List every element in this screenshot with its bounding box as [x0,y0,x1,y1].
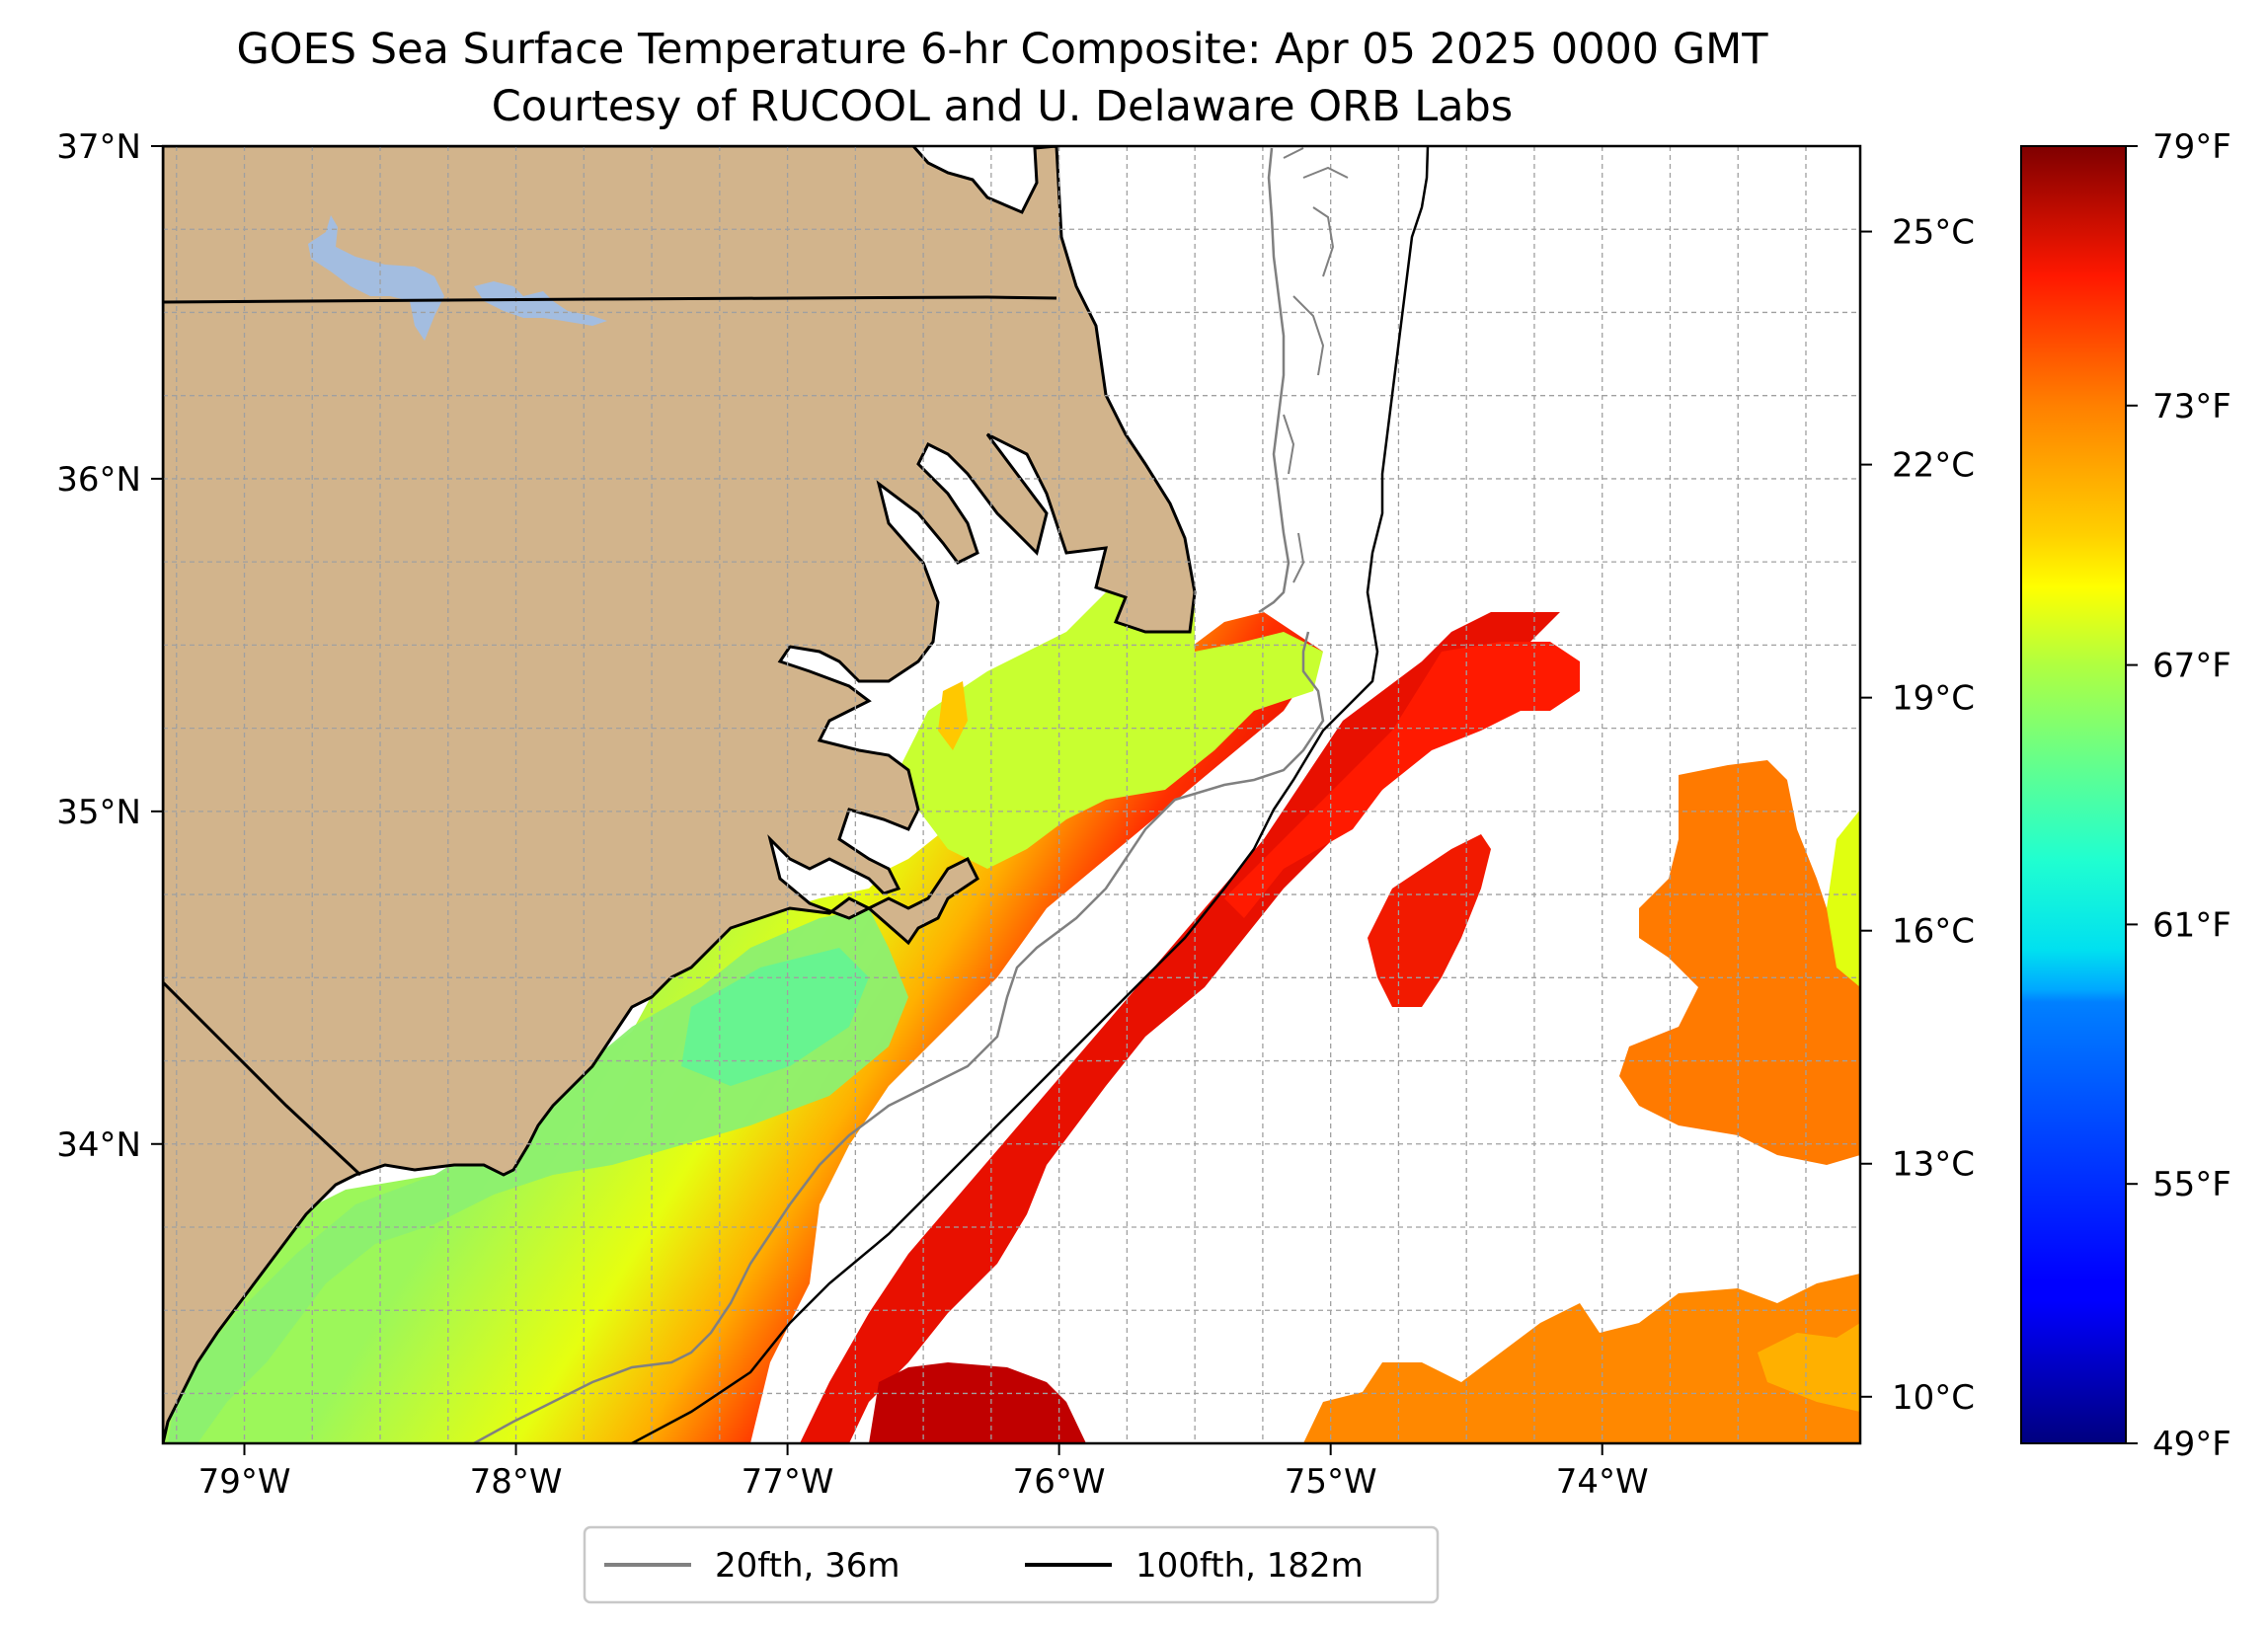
map-title: GOES Sea Surface Temperature 6-hr Compos… [236,25,1768,74]
lat-tick-label: 34°N [56,1125,141,1165]
colorbar-tick-label: 49°F [2152,1425,2231,1464]
sst-pamlico-edge [938,681,968,750]
lon-tick-label: 74°W [1556,1462,1649,1502]
lat-tick-label: 35°N [56,793,141,832]
sst-gulf-stream-north [1224,642,1580,918]
lake [308,215,444,341]
celsius-tick-labels: 25°C 22°C 19°C 16°C 13°C 10°C [1860,213,1975,1418]
lake [474,281,607,326]
lon-tick-label: 76°W [1013,1462,1106,1502]
celsius-tick-label: 10°C [1892,1378,1975,1418]
celsius-tick-label: 19°C [1892,679,1975,719]
lat-tick-label: 36°N [56,460,141,500]
colorbar-tick-label: 67°F [2152,647,2231,686]
colorbar [2020,145,2127,1444]
lon-tick-label: 79°W [198,1462,291,1502]
sst-pamlico [899,582,1323,869]
celsius-tick-label: 22°C [1892,446,1975,486]
latitude-tick-labels: 37°N 36°N 35°N 34°N [56,127,163,1165]
state-border-nc-sc [163,980,362,1177]
legend-label-100fth: 100fth, 182m [1135,1546,1364,1586]
colorbar-tick-label: 73°F [2152,387,2231,426]
legend-label-20fth: 20fth, 36m [715,1546,900,1586]
longitude-tick-labels: 79°W 78°W 77°W 76°W 75°W 74°W [198,1443,1649,1502]
sst-offshore-yellow-edge [1827,810,1860,987]
celsius-tick-label: 13°C [1892,1145,1975,1185]
isobath-100fth [631,146,1430,1443]
sst-southeast-yellow [1758,1323,1860,1412]
lon-tick-label: 78°W [470,1462,563,1502]
legend: 20fth, 36m 100fth, 182m [583,1525,1440,1604]
colorbar-tick-label: 55°F [2152,1165,2231,1204]
lon-tick-label: 77°W [742,1462,834,1502]
isobath-20fth [473,147,1325,1443]
colorbar-tick-label: 79°F [2152,127,2231,167]
isobath-20fth-fragments [1283,147,1349,583]
sst-field [163,582,1860,1443]
map-subtitle: Courtesy of RUCOOL and U. Delaware ORB L… [491,82,1514,131]
celsius-tick-label: 25°C [1892,213,1975,253]
sst-nearshore-cyan [681,948,869,1086]
colorbar-tick-labels: 79°F 73°F 67°F 61°F 55°F 49°F [2126,127,2231,1464]
sst-gulf-stream [800,612,1560,1443]
legend-box [583,1525,1440,1604]
land-mass [163,146,1197,1443]
sst-southeast-orange [1303,1274,1860,1443]
lon-tick-label: 75°W [1285,1462,1377,1502]
lat-tick-label: 37°N [56,127,141,167]
colorbar-tick-label: 61°F [2152,905,2231,945]
map-frame [161,144,1862,1445]
sst-offshore-orange [1619,760,1860,1165]
map-plot-area [163,146,1860,1443]
celsius-tick-label: 16°C [1892,912,1975,952]
state-border-va-nc [163,295,1057,304]
